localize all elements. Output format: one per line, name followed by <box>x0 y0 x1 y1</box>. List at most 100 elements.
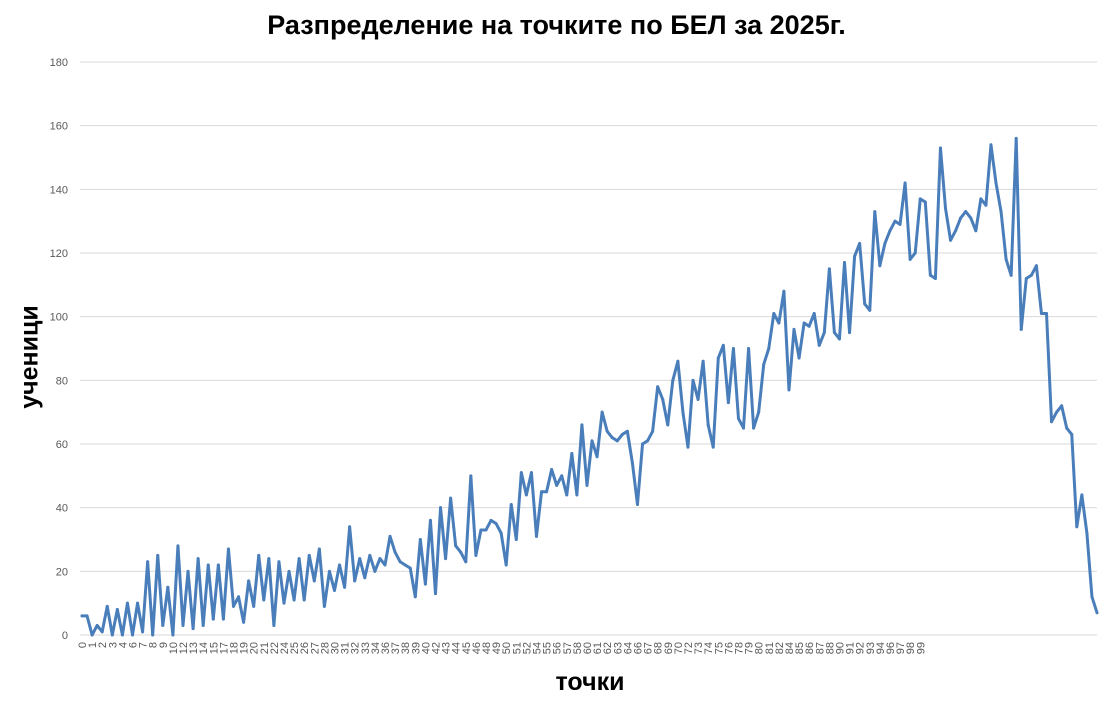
data-point <box>131 634 134 637</box>
data-point <box>601 411 604 414</box>
data-point <box>515 538 518 541</box>
data-point <box>459 551 462 554</box>
data-point <box>631 462 634 465</box>
data-point <box>222 618 225 621</box>
data-point <box>1005 258 1008 261</box>
data-point <box>520 471 523 474</box>
data-point <box>338 563 341 566</box>
data-point <box>187 570 190 573</box>
data-point <box>318 548 321 551</box>
data-point <box>570 452 573 455</box>
data-point <box>464 560 467 563</box>
data-point <box>378 557 381 560</box>
data-point <box>873 210 876 213</box>
data-point <box>409 567 412 570</box>
data-point <box>363 576 366 579</box>
data-point <box>121 634 124 637</box>
data-point <box>974 229 977 232</box>
data-point <box>212 618 215 621</box>
data-point <box>1045 312 1048 315</box>
data-point <box>323 605 326 608</box>
data-point <box>1075 525 1078 528</box>
data-point <box>964 210 967 213</box>
data-point <box>545 490 548 493</box>
data-point <box>767 347 770 350</box>
data-point <box>343 586 346 589</box>
data-point <box>247 579 250 582</box>
data-point <box>207 563 210 566</box>
data-point <box>106 605 109 608</box>
data-point <box>434 592 437 595</box>
data-point <box>596 455 599 458</box>
y-tick-label: 120 <box>50 248 68 260</box>
data-point <box>111 634 114 637</box>
data-point <box>995 181 998 184</box>
data-point <box>621 433 624 436</box>
y-tick-label: 80 <box>56 375 68 387</box>
data-point <box>732 347 735 350</box>
data-point <box>899 223 902 226</box>
data-point <box>1030 274 1033 277</box>
data-point <box>272 624 275 627</box>
data-point <box>954 229 957 232</box>
data-point <box>166 586 169 589</box>
data-point <box>490 519 493 522</box>
data-point <box>429 519 432 522</box>
data-point <box>853 255 856 258</box>
data-point <box>697 398 700 401</box>
data-point <box>1050 420 1053 423</box>
data-point <box>1020 328 1023 331</box>
data-point <box>192 627 195 630</box>
data-point <box>510 503 513 506</box>
y-tick-label: 40 <box>56 503 68 515</box>
data-point <box>818 344 821 347</box>
data-point <box>787 388 790 391</box>
data-point <box>540 490 543 493</box>
data-point <box>944 207 947 210</box>
data-point <box>439 506 442 509</box>
data-point <box>717 357 720 360</box>
data-point <box>803 322 806 325</box>
y-axis-ticks: 0 20 40 60 80 100 120 140 160 180 <box>50 57 68 642</box>
data-point <box>1015 137 1018 140</box>
data-point <box>81 614 84 617</box>
data-point <box>591 439 594 442</box>
data-point <box>858 242 861 245</box>
data-point <box>237 595 240 598</box>
data-point <box>646 439 649 442</box>
data-point <box>394 551 397 554</box>
y-tick-label: 140 <box>50 184 68 196</box>
data-point <box>328 570 331 573</box>
data-point <box>727 401 730 404</box>
data-point <box>808 325 811 328</box>
data-point <box>151 634 154 637</box>
data-point <box>636 503 639 506</box>
data-point <box>914 252 917 255</box>
data-point <box>555 484 558 487</box>
data-point <box>146 560 149 563</box>
data-point <box>530 471 533 474</box>
data-point <box>888 229 891 232</box>
data-point <box>585 484 588 487</box>
data-point <box>267 557 270 560</box>
x-tick-label: 99 <box>915 642 927 654</box>
data-point <box>949 239 952 242</box>
data-point <box>611 436 614 439</box>
data-point <box>449 497 452 500</box>
data-point <box>1080 493 1083 496</box>
data-point <box>308 554 311 557</box>
data-point <box>969 216 972 219</box>
data-point <box>828 267 831 270</box>
data-point <box>1025 277 1028 280</box>
data-point <box>424 583 427 586</box>
data-point <box>1040 312 1043 315</box>
data-point <box>606 430 609 433</box>
data-point <box>217 563 220 566</box>
data-point <box>242 621 245 624</box>
data-point <box>535 535 538 538</box>
data-point <box>651 430 654 433</box>
data-point <box>389 535 392 538</box>
data-point <box>772 312 775 315</box>
data-point <box>550 468 553 471</box>
